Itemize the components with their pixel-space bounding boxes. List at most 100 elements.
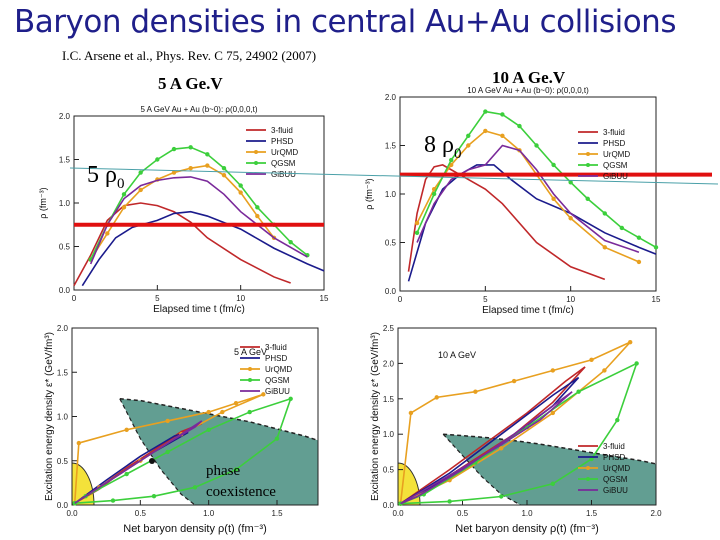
x-axis-label: Elapsed time t (fm/c) [482,305,574,316]
series-point-urqmd [550,368,555,373]
rho-8-label: 8 ρ0 [424,132,462,162]
series-line-qgsm [89,146,308,260]
coexistence-inner-boundary [442,433,521,506]
legend-label: QGSM [265,376,290,385]
series-point-urqmd [124,427,129,432]
series-line-qgsm [400,361,639,505]
y-tick-label: 0.5 [385,239,397,248]
series-point-urqmd [171,170,177,175]
legend-label: 3-fluid [271,126,293,135]
y-tick-label: 1.0 [383,430,395,439]
y-axis-label: ρ (fm⁻³) [364,178,374,209]
series-point-urqmd [550,410,555,416]
series-point-urqmd [408,410,414,416]
x-axis-label: Net baryon density ρ(t) (fm⁻³) [123,523,266,535]
series-point-urqmd [205,163,210,168]
series-point-urqmd [238,190,243,195]
legend-marker [586,163,590,167]
legend-marker [586,477,590,481]
chart-bl: 0.0 0.5 1.0 1.5 0.0 0.5 1.0 1.5 2.0 Net baryon de… [44,324,319,535]
series-point-qgsm [155,157,160,162]
series-point-qgsm [138,170,143,175]
series-point-qgsm [551,162,556,168]
plot-title: 10 A GeV [438,350,476,360]
series-point-qgsm [205,152,210,157]
series-line-phsd [81,210,325,287]
series-point-urqmd [233,401,239,406]
legend-label: GiBUU [271,170,296,179]
y-tick-label: 1.5 [383,395,395,404]
series-point-qgsm [206,427,211,432]
series-point-qgsm [165,449,170,455]
legend-label: UrQMD [603,464,630,473]
legend-label: 3-fluid [603,128,625,137]
series-point-qgsm [634,361,639,366]
series-point-urqmd [602,368,607,373]
series-point-qgsm [431,191,437,197]
series-point-qgsm [653,245,659,250]
phase-coexistence-label: phase coexistence [206,461,276,503]
series-point-qgsm [288,239,293,245]
y-tick-label: 2.0 [57,324,69,333]
energy-label-5: 5 A Ge.V [158,74,223,93]
series-point-qgsm [550,481,555,486]
y-tick-label: 0.5 [383,466,395,475]
series-point-qgsm [110,498,116,503]
series-line-gibuu [400,391,573,505]
legend-label: UrQMD [603,150,630,159]
y-tick-label: 0.0 [59,286,71,295]
legend-label: UrQMD [265,365,292,374]
series-point-urqmd [221,172,227,178]
series-point-urqmd [466,143,471,148]
x-tick-label: 0 [398,295,403,304]
x-tick-label: 10 [236,294,245,303]
x-tick-label: 10 [566,295,575,304]
series-point-qgsm [585,196,590,202]
y-tick-label: 1.0 [57,413,69,422]
legend-label: UrQMD [271,148,298,157]
legend-label: QGSM [603,475,628,484]
series-point-urqmd [551,196,556,202]
legend-marker [254,150,258,154]
series-point-urqmd [511,378,517,384]
series-point-qgsm [615,417,620,423]
series-point-qgsm [500,112,505,117]
series-point-urqmd [206,409,211,415]
chart-br: 0.0 0.5 1.0 1.5 2.0 0.0 0.5 1.0 1.5 2.0 2.5 Net bar… [370,324,662,535]
plot-title: 5 A GeV Au + Au (b~0): ρ(0,0,0,t) [140,105,257,114]
rho-5-label: 5 ρ0 [87,162,125,192]
chart-tl: 0 5 10 15 0.0 0.5 1.0 1.5 2.0 Elapsed time t (fm/… [38,105,329,315]
chart-tr: 0 5 10 15 0.0 0.5 1.0 1.5 2.0 Elapsed time t (fm/… [364,86,712,316]
legend-marker [254,161,258,165]
legend-label: PHSD [603,453,625,462]
series-point-qgsm [151,493,157,499]
y-axis-label: Excitation energy density ε* (GeV/fm³) [44,332,55,501]
marker-dot [149,458,155,464]
energy-label-10: 10 A Ge.V [492,68,566,87]
x-axis-label: Net baryon density ρ(t) (fm⁻³) [455,523,598,535]
y-tick-label: 1.0 [385,190,397,199]
series-point-urqmd [76,440,82,446]
x-tick-label: 0.5 [457,509,469,518]
series-point-qgsm [602,211,607,216]
series-point-urqmd [138,187,143,193]
series-point-qgsm [619,225,625,231]
series-point-qgsm [121,192,127,197]
reference-citation: I.C. Arsene et al., Phys. Rev. C 75, 249… [62,48,317,63]
coexistence-inner-boundary [119,398,196,506]
legend-label: PHSD [265,354,287,363]
series-point-urqmd [165,418,170,424]
y-tick-label: 2.0 [59,112,71,121]
series-point-qgsm [449,157,454,163]
y-tick-label: 1.5 [385,142,397,151]
x-tick-label: 0.5 [135,509,147,518]
legend-label: QGSM [603,161,628,170]
y-tick-label: 0.0 [57,501,69,510]
series-point-urqmd [636,259,642,265]
legend-label: 3-fluid [265,343,287,352]
series-point-urqmd [500,133,505,138]
series-line-gibuu [74,420,203,504]
series-point-qgsm [188,145,193,150]
legend-label: PHSD [603,139,625,148]
